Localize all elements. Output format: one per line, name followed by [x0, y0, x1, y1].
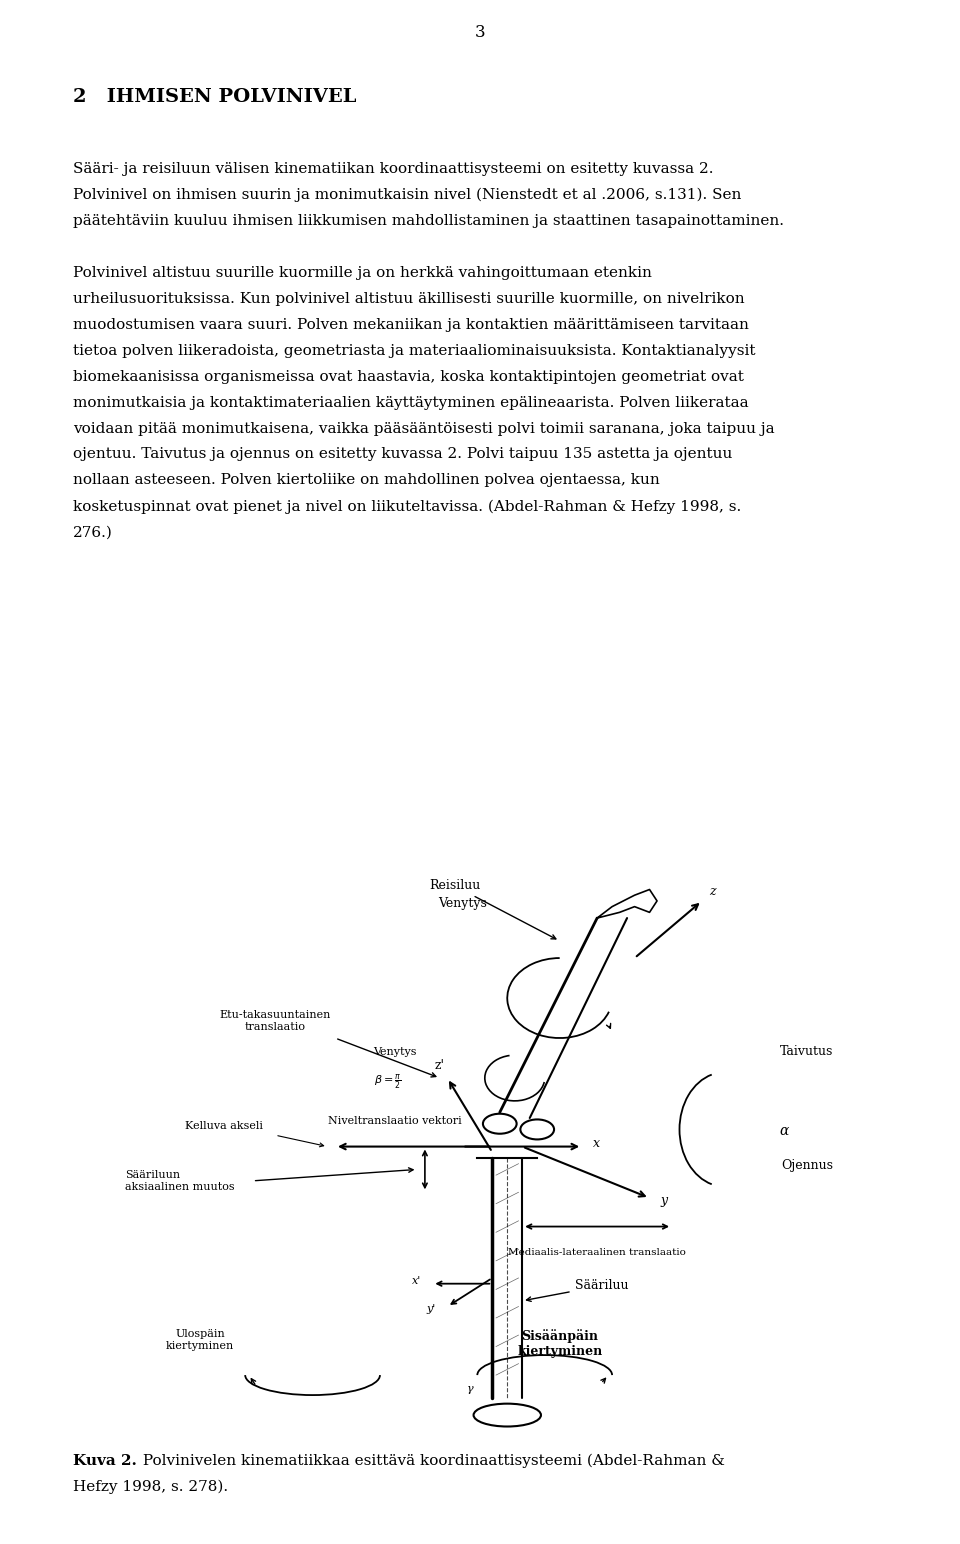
Text: Kelluva akseli: Kelluva akseli [185, 1121, 263, 1132]
Text: nollaan asteeseen. Polven kiertoliike on mahdollinen polvea ojentaessa, kun: nollaan asteeseen. Polven kiertoliike on… [73, 474, 660, 488]
Text: Sääri- ja reisiluun välisen kinematiikan koordinaattisysteemi on esitetty kuvass: Sääri- ja reisiluun välisen kinematiikan… [73, 162, 713, 176]
Text: x': x' [412, 1275, 421, 1286]
Text: z: z [709, 885, 716, 899]
Ellipse shape [520, 1119, 554, 1139]
Text: y: y [660, 1194, 668, 1207]
Text: Sääriluun
aksiaalinen muutos: Sääriluun aksiaalinen muutos [126, 1170, 235, 1192]
Text: α: α [780, 1124, 789, 1138]
Text: monimutkaisia ja kontaktimateriaalien käyttäytyminen epälineaarista. Polven liik: monimutkaisia ja kontaktimateriaalien kä… [73, 395, 749, 409]
Text: x: x [593, 1136, 600, 1150]
Text: Venytys: Venytys [373, 1047, 417, 1058]
Text: Taivutus: Taivutus [780, 1045, 833, 1058]
Text: Ojennus: Ojennus [780, 1160, 832, 1172]
Ellipse shape [483, 1113, 516, 1133]
Text: Ulospäin
kiertyminen: Ulospäin kiertyminen [166, 1329, 234, 1351]
Text: Hefzy 1998, s. 278).: Hefzy 1998, s. 278). [73, 1479, 228, 1495]
Text: 3: 3 [474, 23, 486, 42]
Text: Kuva 2.: Kuva 2. [73, 1454, 137, 1468]
Text: tietoa polven liikeradoista, geometriasta ja materiaaliominaisuuksista. Kontakti: tietoa polven liikeradoista, geometriast… [73, 344, 756, 358]
Text: kosketuspinnat ovat pienet ja nivel on liikuteltavissa. (Abdel-Rahman & Hefzy 19: kosketuspinnat ovat pienet ja nivel on l… [73, 499, 741, 514]
Text: Polvinivel altistuu suurille kuormille ja on herkkä vahingoittumaan etenkin: Polvinivel altistuu suurille kuormille j… [73, 266, 652, 279]
Text: ojentuu. Taivutus ja ojennus on esitetty kuvassa 2. Polvi taipuu 135 astetta ja : ojentuu. Taivutus ja ojennus on esitetty… [73, 448, 732, 462]
Text: Etu-takasuuntainen
translaatio: Etu-takasuuntainen translaatio [220, 1010, 331, 1031]
Text: y': y' [427, 1305, 436, 1314]
Text: Sisäänpäin
kiertyminen: Sisäänpäin kiertyminen [517, 1329, 602, 1359]
Text: urheilusuorituksissa. Kun polvinivel altistuu äkillisesti suurille kuormille, on: urheilusuorituksissa. Kun polvinivel alt… [73, 292, 745, 306]
Text: Polvinivelen kinematiikkaa esittävä koordinaattisysteemi (Abdel-Rahman &: Polvinivelen kinematiikkaa esittävä koor… [138, 1454, 725, 1468]
Text: 2   IHMISEN POLVINIVEL: 2 IHMISEN POLVINIVEL [73, 88, 356, 107]
Text: päätehtäviin kuuluu ihmisen liikkumisen mahdollistaminen ja staattinen tasapaino: päätehtäviin kuuluu ihmisen liikkumisen … [73, 215, 784, 229]
Text: voidaan pitää monimutkaisena, vaikka pääsääntöisesti polvi toimii saranana, joka: voidaan pitää monimutkaisena, vaikka pää… [73, 422, 775, 435]
Text: Sääriluu: Sääriluu [526, 1280, 628, 1302]
Text: muodostumisen vaara suuri. Polven mekaniikan ja kontaktien määrittämiseen tarvit: muodostumisen vaara suuri. Polven mekani… [73, 318, 749, 332]
Text: 276.): 276.) [73, 525, 113, 539]
Text: biomekaanisissa organismeissa ovat haastavia, koska kontaktipintojen geometriat : biomekaanisissa organismeissa ovat haast… [73, 369, 744, 383]
Text: Niveltranslaatio vektori: Niveltranslaatio vektori [328, 1116, 462, 1126]
Text: γ: γ [467, 1385, 473, 1394]
Text: Reisiluu: Reisiluu [429, 880, 556, 939]
Ellipse shape [473, 1403, 541, 1427]
Text: $\beta = \frac{\pi}{2}$: $\beta = \frac{\pi}{2}$ [373, 1072, 401, 1090]
Text: Venytys: Venytys [438, 897, 487, 909]
Text: Mediaalis-lateraalinen translaatio: Mediaalis-lateraalinen translaatio [508, 1248, 686, 1257]
Text: Polvinivel on ihmisen suurin ja monimutkaisin nivel (Nienstedt et al .2006, s.13: Polvinivel on ihmisen suurin ja monimutk… [73, 188, 741, 202]
Text: z': z' [435, 1059, 444, 1073]
